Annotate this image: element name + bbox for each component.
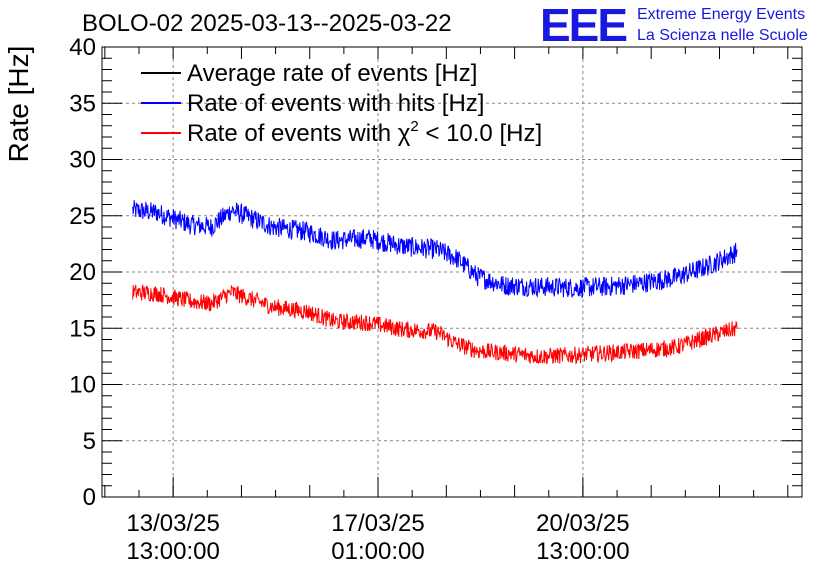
- x-tick-label-date: 20/03/25: [536, 510, 629, 537]
- legend-label-0: Average rate of events [Hz]: [187, 60, 477, 87]
- x-tick-label-time: 13:00:00: [536, 538, 629, 565]
- y-tick-label: 25: [69, 203, 96, 230]
- y-tick-label: 30: [69, 147, 96, 174]
- series-line-1: [132, 200, 738, 299]
- legend-text-suffix: < 10.0 [Hz]: [419, 120, 542, 147]
- legend-label-1: Rate of events with hits [Hz]: [187, 90, 484, 117]
- y-tick-label: 0: [83, 484, 96, 511]
- series-line-2: [132, 283, 738, 365]
- logo-line-2: La Scienza nelle Scuole: [637, 27, 808, 44]
- legend-label-2: Rate of events with χ2 < 10.0 [Hz]: [187, 118, 542, 147]
- axis-labels: 051015202530354013/03/2513:00:0017/03/25…: [69, 34, 629, 565]
- y-tick-label: 10: [69, 372, 96, 399]
- x-tick-label-date: 17/03/25: [331, 510, 424, 537]
- y-tick-label: 15: [69, 315, 96, 342]
- chart-title: BOLO-02 2025-03-13--2025-03-22: [82, 10, 452, 37]
- y-tick-label: 20: [69, 259, 96, 286]
- axis-ticks: [102, 46, 802, 498]
- logo-mark: EEE: [540, 0, 628, 51]
- x-tick-label-time: 13:00:00: [126, 538, 219, 565]
- logo-line-1: Extreme Energy Events: [637, 6, 806, 23]
- y-tick-label: 40: [69, 34, 96, 61]
- y-axis-label: Rate [Hz]: [3, 46, 34, 163]
- legend: Average rate of events [Hz] Rate of event…: [141, 60, 542, 147]
- legend-text: Rate of events with hits [Hz]: [187, 90, 484, 117]
- legend-text: Rate of events with χ: [187, 120, 411, 147]
- x-tick-label-date: 13/03/25: [126, 510, 219, 537]
- y-tick-label: 5: [83, 428, 96, 455]
- legend-superscript: 2: [410, 118, 418, 135]
- data-series: [132, 200, 738, 365]
- x-tick-label-time: 01:00:00: [331, 538, 424, 565]
- y-tick-label: 35: [69, 90, 96, 117]
- legend-text: Average rate of events [Hz]: [187, 60, 477, 87]
